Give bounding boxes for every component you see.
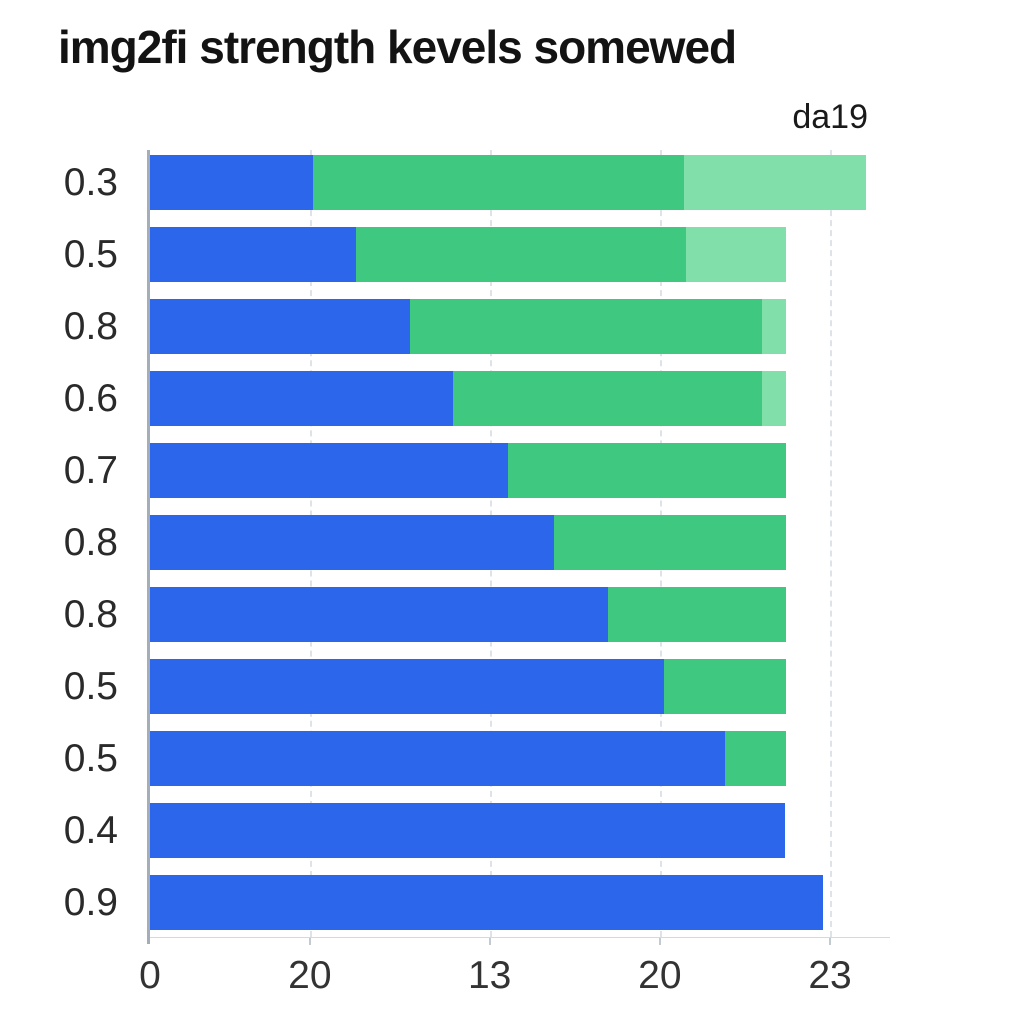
bar-segment-blue xyxy=(150,731,725,786)
bar-segment-green xyxy=(554,515,786,570)
bar-segment-blue xyxy=(150,443,509,498)
bar-track xyxy=(150,875,890,930)
x-axis-tick xyxy=(308,938,311,945)
chart-title: img2fi strength kevels somewed xyxy=(58,21,737,73)
y-axis-label: 0.8 xyxy=(63,521,118,564)
chart-body: 0.3 0.5 0.8 0.6 0.7 0.8 0.8 0.5 0.5 0.4 0.9 xyxy=(0,150,1024,944)
bar-track xyxy=(150,731,890,786)
y-axis-label: 0.5 xyxy=(63,665,118,708)
bar-segment-blue xyxy=(150,803,785,858)
x-axis-label: 13 xyxy=(467,954,512,997)
bar-segment-light-green xyxy=(761,371,786,426)
bar-track xyxy=(150,299,890,354)
bar-segment-blue xyxy=(150,587,609,642)
bar-segment-green xyxy=(724,731,786,786)
bar-track xyxy=(150,443,890,498)
y-axis-line xyxy=(147,150,150,944)
x-axis-tick xyxy=(488,938,491,945)
bar-segment-green xyxy=(355,227,686,282)
y-axis-label: 0.6 xyxy=(63,377,118,420)
y-axis-label: 0.3 xyxy=(63,161,118,204)
bar-segment-green xyxy=(508,443,786,498)
bar-rows xyxy=(150,155,890,930)
bar-segment-light-green xyxy=(761,299,786,354)
y-axis-label: 0.5 xyxy=(63,737,118,780)
bar-segment-light-green xyxy=(685,227,786,282)
plot-area xyxy=(147,150,890,944)
bar-segment-blue xyxy=(150,155,313,210)
x-axis-label: 0 xyxy=(139,954,161,997)
bar-segment-blue xyxy=(150,875,824,930)
bar-segment-blue xyxy=(150,371,453,426)
bar-track xyxy=(150,371,890,426)
bar-track xyxy=(150,515,890,570)
y-axis-label: 0.8 xyxy=(63,593,118,636)
bar-segment-blue xyxy=(150,299,410,354)
bar-segment-green xyxy=(608,587,786,642)
bar-track xyxy=(150,587,890,642)
y-axis: 0.3 0.5 0.8 0.6 0.7 0.8 0.8 0.5 0.5 0.4 0.9 xyxy=(0,155,150,930)
bar-segment-green xyxy=(664,659,786,714)
bar-segment-light-green xyxy=(683,155,867,210)
x-axis-label: 20 xyxy=(288,954,332,997)
bar-segment-blue xyxy=(150,659,665,714)
y-axis-label: 0.9 xyxy=(63,881,118,924)
bar-track xyxy=(150,155,890,210)
y-axis-label: 0.7 xyxy=(63,449,118,492)
chart-annotation: da19 xyxy=(792,98,868,136)
bar-track xyxy=(150,227,890,282)
bar-segment-green xyxy=(312,155,684,210)
x-axis-label: 23 xyxy=(808,954,852,997)
x-axis-label: 20 xyxy=(638,954,682,997)
x-axis-tick xyxy=(829,938,832,945)
bar-chart: 0.3 0.5 0.8 0.6 0.7 0.8 0.8 0.5 0.5 0.4 0.9 0 20 13 2… xyxy=(0,150,1024,1007)
bar-segment-blue xyxy=(150,227,356,282)
gridline xyxy=(830,150,833,937)
bar-segment-green xyxy=(452,371,762,426)
y-axis-label: 0.5 xyxy=(63,233,118,276)
y-axis-label: 0.4 xyxy=(63,809,118,852)
x-axis: 0 20 13 20 23 xyxy=(139,937,890,1007)
y-axis-label: 0.8 xyxy=(63,305,118,348)
bar-segment-blue xyxy=(150,515,555,570)
bar-segment-green xyxy=(409,299,762,354)
bar-track xyxy=(150,659,890,714)
bar-track xyxy=(150,803,890,858)
x-axis-tick xyxy=(658,938,661,945)
